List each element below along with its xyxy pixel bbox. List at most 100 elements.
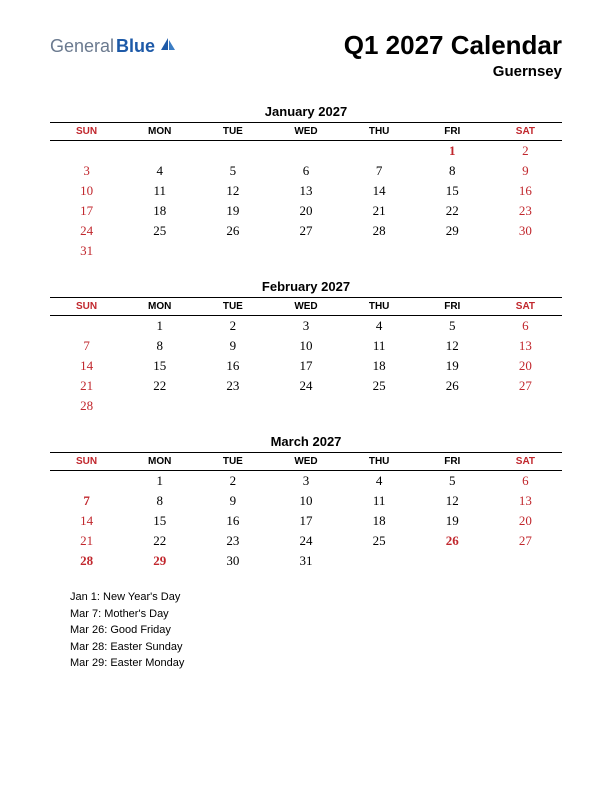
day-cell: 12: [416, 336, 489, 356]
holiday-entry: Mar 7: Mother's Day: [70, 606, 562, 623]
day-cell: 21: [343, 201, 416, 221]
day-cell: 31: [269, 551, 342, 571]
holiday-entry: Mar 29: Easter Monday: [70, 655, 562, 672]
day-cell: 4: [343, 471, 416, 492]
day-header: THU: [343, 298, 416, 316]
day-cell: [123, 241, 196, 261]
day-header: THU: [343, 123, 416, 141]
day-cell: [123, 141, 196, 162]
table-row: 21222324252627: [50, 531, 562, 551]
day-header: WED: [269, 123, 342, 141]
day-cell: 9: [196, 336, 269, 356]
day-cell: 30: [196, 551, 269, 571]
day-cell: 9: [489, 161, 562, 181]
table-row: 28293031: [50, 551, 562, 571]
day-cell: 1: [123, 471, 196, 492]
day-cell: 31: [50, 241, 123, 261]
day-header: SAT: [489, 453, 562, 471]
day-cell: 23: [489, 201, 562, 221]
day-header: TUE: [196, 298, 269, 316]
day-cell: 19: [416, 356, 489, 376]
day-cell: 14: [343, 181, 416, 201]
day-cell: 27: [489, 531, 562, 551]
day-cell: 15: [123, 356, 196, 376]
day-cell: 24: [269, 376, 342, 396]
day-header: TUE: [196, 453, 269, 471]
day-cell: 20: [489, 356, 562, 376]
day-cell: 1: [416, 141, 489, 162]
table-row: 24252627282930: [50, 221, 562, 241]
day-cell: [123, 396, 196, 416]
table-row: 12: [50, 141, 562, 162]
day-cell: 27: [269, 221, 342, 241]
table-row: 78910111213: [50, 491, 562, 511]
day-cell: [416, 241, 489, 261]
day-cell: 28: [343, 221, 416, 241]
month-title: February 2027: [50, 279, 562, 294]
day-cell: 16: [196, 511, 269, 531]
logo-text-blue: Blue: [116, 36, 155, 57]
table-row: 28: [50, 396, 562, 416]
day-cell: 24: [50, 221, 123, 241]
day-header: TUE: [196, 123, 269, 141]
day-header: MON: [123, 123, 196, 141]
day-header: FRI: [416, 453, 489, 471]
day-cell: 17: [269, 511, 342, 531]
day-cell: 16: [196, 356, 269, 376]
day-cell: 22: [123, 376, 196, 396]
holiday-entry: Mar 26: Good Friday: [70, 622, 562, 639]
table-row: 14151617181920: [50, 511, 562, 531]
day-cell: 17: [269, 356, 342, 376]
day-cell: 2: [489, 141, 562, 162]
day-cell: 3: [50, 161, 123, 181]
day-cell: 26: [416, 376, 489, 396]
day-cell: [343, 551, 416, 571]
day-cell: [343, 141, 416, 162]
day-header: MON: [123, 298, 196, 316]
day-cell: 29: [416, 221, 489, 241]
day-header: FRI: [416, 123, 489, 141]
day-cell: 14: [50, 511, 123, 531]
table-row: 10111213141516: [50, 181, 562, 201]
day-cell: [50, 471, 123, 492]
day-cell: [343, 396, 416, 416]
day-cell: 19: [196, 201, 269, 221]
day-cell: [196, 241, 269, 261]
logo-text-general: General: [50, 36, 114, 57]
day-cell: 5: [416, 316, 489, 337]
day-header: SUN: [50, 123, 123, 141]
day-cell: 11: [123, 181, 196, 201]
day-cell: 5: [416, 471, 489, 492]
header: General Blue Q1 2027 Calendar Guernsey: [50, 30, 562, 80]
calendar-table: SUNMONTUEWEDTHUFRISAT1234567891011121314…: [50, 452, 562, 571]
day-cell: 26: [416, 531, 489, 551]
day-header: MON: [123, 453, 196, 471]
day-cell: 24: [269, 531, 342, 551]
day-cell: 6: [269, 161, 342, 181]
holiday-entry: Mar 28: Easter Sunday: [70, 639, 562, 656]
day-cell: [416, 551, 489, 571]
day-cell: 16: [489, 181, 562, 201]
months-container: January 2027SUNMONTUEWEDTHUFRISAT1234567…: [50, 104, 562, 571]
day-cell: 7: [50, 491, 123, 511]
day-cell: 12: [196, 181, 269, 201]
day-cell: 11: [343, 336, 416, 356]
day-cell: 18: [343, 511, 416, 531]
day-cell: 6: [489, 316, 562, 337]
day-cell: 3: [269, 316, 342, 337]
day-cell: 10: [269, 336, 342, 356]
table-row: 78910111213: [50, 336, 562, 356]
table-row: 31: [50, 241, 562, 261]
day-header: WED: [269, 453, 342, 471]
day-cell: 17: [50, 201, 123, 221]
day-cell: [489, 241, 562, 261]
month-title: March 2027: [50, 434, 562, 449]
day-header: SAT: [489, 298, 562, 316]
day-cell: 4: [123, 161, 196, 181]
day-cell: 25: [123, 221, 196, 241]
day-cell: 12: [416, 491, 489, 511]
day-cell: 8: [416, 161, 489, 181]
day-cell: [269, 396, 342, 416]
page-title: Q1 2027 Calendar: [344, 30, 562, 61]
day-cell: 14: [50, 356, 123, 376]
